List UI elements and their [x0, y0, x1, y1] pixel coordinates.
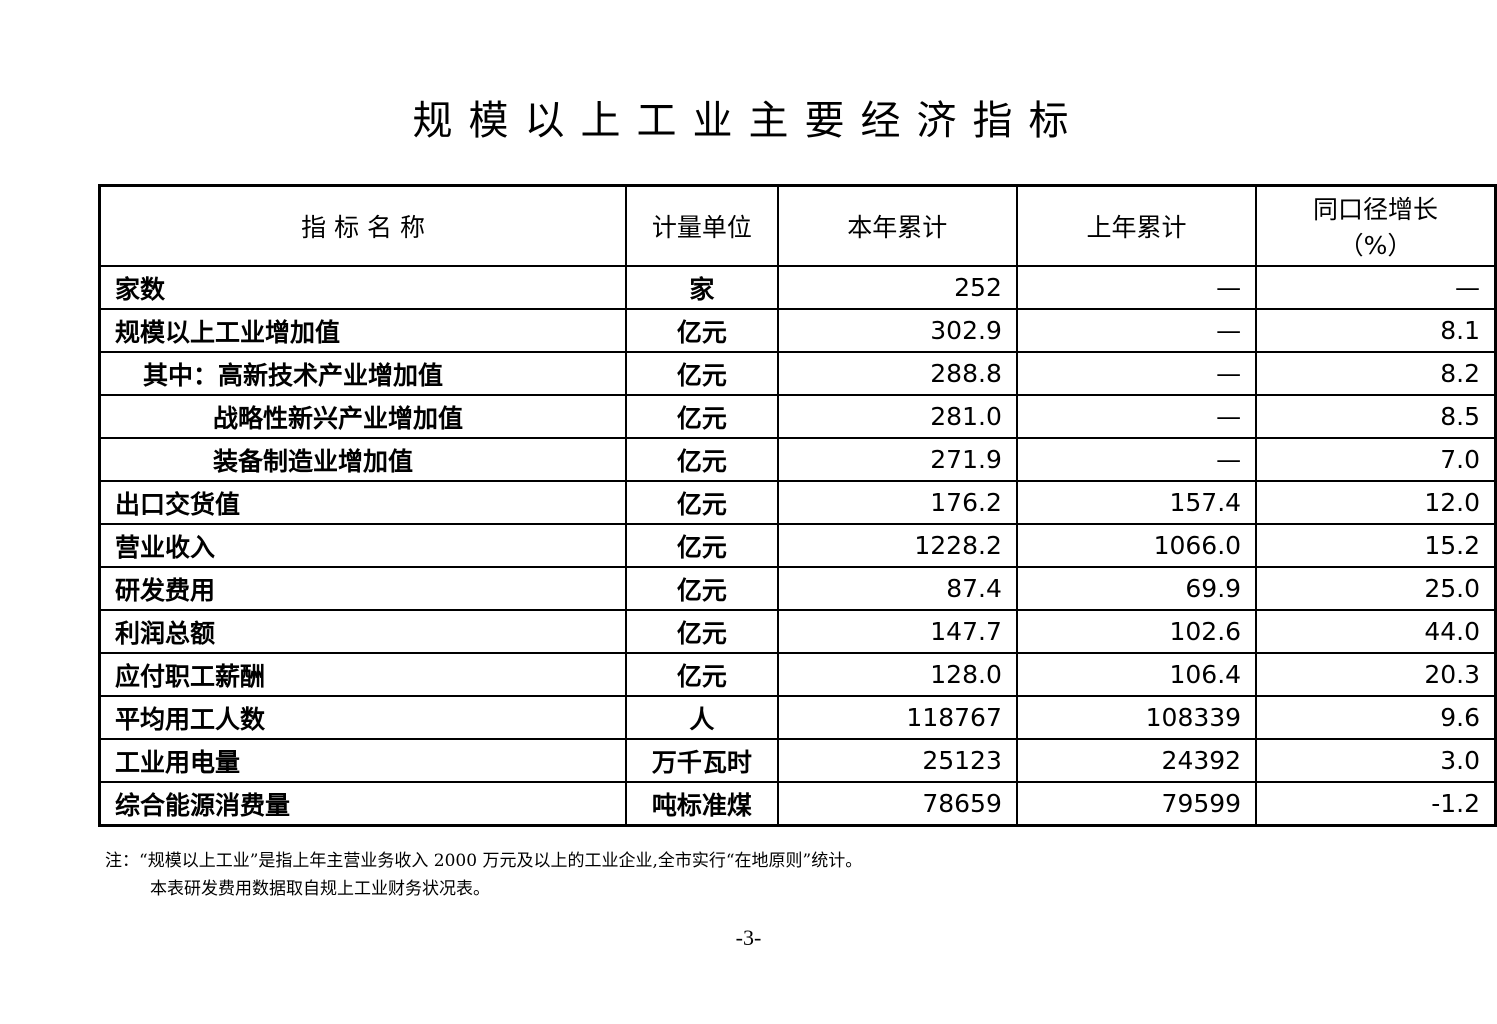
cell-current-year: 87.4: [776, 566, 1018, 611]
table-row: 应付职工薪酬 亿元 128.0 106.4 20.3: [98, 652, 1497, 697]
table-row: 家数家 252— —: [98, 265, 1497, 310]
cell-unit: 吨标准煤: [625, 781, 779, 827]
cell-growth: —: [1255, 265, 1497, 310]
cell-unit: 亿元: [625, 437, 779, 482]
cell-growth: 44.0: [1255, 609, 1497, 654]
cell-previous-year: —: [1015, 351, 1258, 396]
cell-unit: 亿元: [625, 394, 779, 439]
table-row: 利润总额 亿元 147.7 102.6 44.0: [98, 609, 1497, 654]
cell-growth: 3.0: [1255, 738, 1497, 783]
header-current-year: 本年累计: [776, 184, 1018, 267]
cell-previous-year: —: [1015, 394, 1258, 439]
cell-current-year: 252: [776, 265, 1018, 310]
cell-unit: 亿元: [625, 566, 779, 611]
cell-indicator-name: 利润总额: [98, 609, 628, 654]
cell-current-year: 118767: [776, 695, 1018, 740]
cell-indicator-name: 装备制造业增加值: [98, 437, 628, 482]
cell-unit: 亿元: [625, 480, 779, 525]
cell-indicator-name: 其中：高新技术产业增加值: [98, 351, 628, 396]
cell-growth: 8.1: [1255, 308, 1497, 353]
cell-indicator-name: 出口交货值: [98, 480, 628, 525]
cell-growth: -1.2: [1255, 781, 1497, 827]
cell-current-year: 302.9: [776, 308, 1018, 353]
cell-current-year: 1228.2: [776, 523, 1018, 568]
cell-growth: 8.5: [1255, 394, 1497, 439]
cell-unit: 亿元: [625, 652, 779, 697]
cell-indicator-name: 家数: [98, 265, 628, 310]
header-unit: 计量单位: [625, 184, 779, 267]
cell-unit: 万千瓦时: [625, 738, 779, 783]
cell-current-year: 271.9: [776, 437, 1018, 482]
cell-unit: 家: [625, 265, 779, 310]
cell-current-year: 128.0: [776, 652, 1018, 697]
header-indicator-name: 指 标 名 称: [98, 184, 628, 267]
cell-unit: 亿元: [625, 609, 779, 654]
table-row: 出口交货值 亿元 176.2 157.4 12.0: [98, 480, 1497, 525]
cell-unit: 人: [625, 695, 779, 740]
cell-growth: 20.3: [1255, 652, 1497, 697]
cell-previous-year: 108339: [1015, 695, 1258, 740]
cell-growth: 15.2: [1255, 523, 1497, 568]
table-row: 营业收入 亿元 1228.2 1066.0 15.2: [98, 523, 1497, 568]
cell-unit: 亿元: [625, 308, 779, 353]
cell-unit: 亿元: [625, 523, 779, 568]
cell-previous-year: 24392: [1015, 738, 1258, 783]
table-row: 综合能源消费量 吨标准煤 78659 79599 -1.2: [98, 781, 1497, 827]
cell-previous-year: 1066.0: [1015, 523, 1258, 568]
footnote-1: 注：“规模以上工业”是指上年主营业务收入 2000 万元及以上的工业企业,全市实…: [105, 851, 863, 871]
cell-previous-year: —: [1015, 265, 1258, 310]
cell-current-year: 78659: [776, 781, 1018, 827]
cell-indicator-name: 规模以上工业增加值: [98, 308, 628, 353]
cell-current-year: 281.0: [776, 394, 1018, 439]
cell-previous-year: 106.4: [1015, 652, 1258, 697]
cell-unit: 亿元: [625, 351, 779, 396]
cell-indicator-name: 工业用电量: [98, 738, 628, 783]
footnote-2: 本表研发费用数据取自规上工业财务状况表。: [150, 879, 490, 899]
cell-indicator-name: 研发费用: [98, 566, 628, 611]
cell-current-year: 288.8: [776, 351, 1018, 396]
table-header-row: 指 标 名 称 计量单位 本年累计 上年累计 同口径增长 （%）: [98, 184, 1497, 267]
header-growth: 同口径增长 （%）: [1255, 184, 1497, 267]
page-number: -3-: [735, 925, 762, 950]
cell-current-year: 176.2: [776, 480, 1018, 525]
table-row: 规模以上工业增加值 亿元 302.9—8.1: [98, 308, 1497, 353]
cell-indicator-name: 平均用工人数: [98, 695, 628, 740]
cell-indicator-name: 战略性新兴产业增加值: [98, 394, 628, 439]
cell-previous-year: 102.6: [1015, 609, 1258, 654]
table-row: 平均用工人数人 118767 108339 9.6: [98, 695, 1497, 740]
cell-current-year: 25123: [776, 738, 1018, 783]
table-row: 工业用电量 万千瓦时 25123 24392 3.0: [98, 738, 1497, 783]
cell-growth: 8.2: [1255, 351, 1497, 396]
cell-current-year: 147.7: [776, 609, 1018, 654]
cell-previous-year: —: [1015, 308, 1258, 353]
cell-indicator-name: 应付职工薪酬: [98, 652, 628, 697]
header-previous-year: 上年累计: [1015, 184, 1258, 267]
page-title: 规模以上工业主要经济指标: [412, 98, 1085, 144]
cell-previous-year: 79599: [1015, 781, 1258, 827]
cell-growth: 7.0: [1255, 437, 1497, 482]
cell-indicator-name: 综合能源消费量: [98, 781, 628, 827]
cell-growth: 25.0: [1255, 566, 1497, 611]
cell-growth: 9.6: [1255, 695, 1497, 740]
cell-previous-year: —: [1015, 437, 1258, 482]
cell-indicator-name: 营业收入: [98, 523, 628, 568]
cell-previous-year: 69.9: [1015, 566, 1258, 611]
cell-growth: 12.0: [1255, 480, 1497, 525]
table-row: 研发费用 亿元 87.4 69.9 25.0: [98, 566, 1497, 611]
table-row: 其中：高新技术产业增加值 亿元 288.8—8.2: [98, 351, 1497, 396]
table-row: 装备制造业增加值 亿元 271.9—7.0: [98, 437, 1497, 482]
table-row: 战略性新兴产业增加值 亿元 281.0—8.5: [98, 394, 1497, 439]
header-growth-line2: （%）: [1338, 231, 1413, 260]
header-growth-line1: 同口径增长: [1313, 195, 1439, 224]
indicators-table: 指 标 名 称 计量单位 本年累计 上年累计 同口径增长 （%） 家数家 252—…: [98, 184, 1497, 827]
cell-previous-year: 157.4: [1015, 480, 1258, 525]
